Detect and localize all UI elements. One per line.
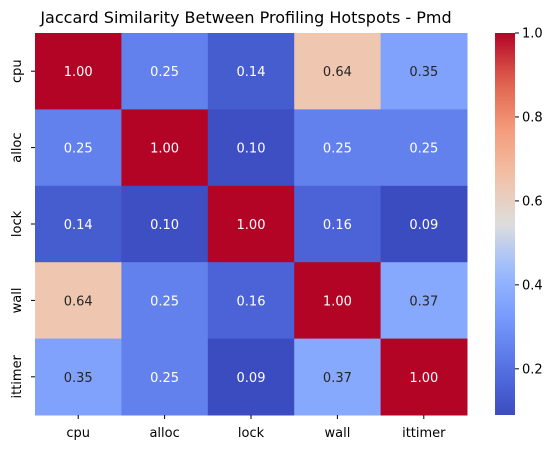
heatmap-cell-value: 0.16	[323, 218, 352, 233]
heatmap-cell-value: 0.25	[323, 142, 352, 157]
heatmap-cell-value: 1.00	[409, 371, 438, 386]
x-tick-label: alloc	[149, 426, 179, 441]
heatmap-cell-value: 0.35	[64, 371, 93, 386]
x-axis: cpu alloc lock wall ittimer	[66, 415, 446, 441]
heatmap-cell-cpu-wall	[294, 33, 382, 110]
heatmap-cell-value: 0.14	[64, 218, 93, 233]
colorbar-tick-label: 0.4	[522, 278, 543, 293]
y-tick-label: alloc	[10, 132, 25, 162]
heatmap-cell-value: 0.14	[237, 65, 266, 80]
heatmap-cells	[35, 33, 468, 416]
heatmap-cell-value: 1.00	[237, 218, 266, 233]
heatmap-cell-alloc-alloc	[121, 109, 209, 187]
y-tick-label: wall	[10, 287, 25, 313]
heatmap-cell-value: 0.35	[409, 65, 438, 80]
y-tick-label: cpu	[10, 59, 25, 83]
heatmap-cell-value: 0.25	[150, 371, 179, 386]
chart-title: Jaccard Similarity Between Profiling Hot…	[39, 8, 451, 27]
heatmap-cell-labels: 1.00 0.25 0.14 0.64 0.35 0.25 1.00 0.10 0.25 0.25…	[64, 65, 439, 386]
heatmap-cell-value: 0.25	[64, 142, 93, 157]
heatmap-cell-ittimer-cpu	[35, 338, 122, 416]
x-tick-label: lock	[238, 426, 265, 441]
heatmap-cell-value: 1.00	[64, 65, 93, 80]
heatmap-cell-alloc-ittimer	[380, 109, 468, 187]
heatmap-cell-value: 0.37	[323, 371, 352, 386]
heatmap-cell-lock-alloc	[121, 185, 209, 263]
heatmap-cell-alloc-wall	[294, 109, 382, 187]
heatmap-cell-cpu-ittimer	[380, 33, 468, 110]
heatmap-cell-alloc-cpu	[35, 109, 122, 187]
heatmap-cell-value: 0.09	[409, 218, 438, 233]
heatmap-cell-wall-alloc	[121, 262, 209, 340]
heatmap-cell-cpu-lock	[207, 33, 295, 110]
heatmap-cell-value: 0.10	[150, 218, 179, 233]
colorbar-tick-label: 0.6	[522, 194, 543, 209]
y-axis: cpu alloc lock wall ittimer	[10, 59, 35, 399]
colorbar-gradient	[495, 33, 515, 415]
heatmap-cell-wall-cpu	[35, 262, 122, 340]
x-tick-label: cpu	[66, 426, 90, 441]
heatmap-cell-cpu-alloc	[121, 33, 209, 110]
heatmap-cell-value: 1.00	[150, 142, 179, 157]
heatmap-cell-lock-cpu	[35, 185, 122, 263]
heatmap-cell-lock-lock	[207, 185, 295, 263]
colorbar-tick-label: 0.8	[522, 110, 543, 125]
y-tick-label: ittimer	[10, 354, 25, 398]
colorbar-tick-label: 1.0	[522, 27, 543, 42]
colorbar: 0.2 0.4 0.6 0.8 1.0	[495, 27, 543, 415]
heatmap-cell-wall-ittimer	[380, 262, 468, 340]
colorbar-tick-label: 0.2	[522, 362, 543, 377]
heatmap-cell-value: 0.09	[237, 371, 266, 386]
heatmap-cell-lock-ittimer	[380, 185, 468, 263]
heatmap-cell-ittimer-lock	[207, 338, 295, 416]
heatmap-cell-cpu-cpu	[35, 33, 122, 110]
y-tick-label: lock	[10, 210, 25, 237]
x-tick-label: wall	[324, 426, 350, 441]
heatmap-cell-wall-lock	[207, 262, 295, 340]
heatmap-cell-value: 0.37	[409, 294, 438, 309]
heatmap-cell-value: 1.00	[323, 294, 352, 309]
heatmap-cell-ittimer-ittimer	[380, 338, 468, 416]
heatmap-cell-value: 0.25	[150, 65, 179, 80]
heatmap-cell-value: 0.25	[409, 142, 438, 157]
heatmap-cell-value: 0.25	[150, 294, 179, 309]
heatmap-cell-ittimer-wall	[294, 338, 382, 416]
heatmap-cell-value: 0.64	[323, 65, 352, 80]
heatmap-cell-ittimer-alloc	[121, 338, 209, 416]
heatmap-cell-wall-wall	[294, 262, 382, 340]
heatmap-cell-value: 0.10	[237, 142, 266, 157]
heatmap-cell-value: 0.16	[237, 294, 266, 309]
heatmap-cell-lock-wall	[294, 185, 382, 263]
heatmap-cell-value: 0.64	[64, 294, 93, 309]
heatmap-cell-alloc-lock	[207, 109, 295, 187]
x-tick-label: ittimer	[402, 426, 446, 441]
